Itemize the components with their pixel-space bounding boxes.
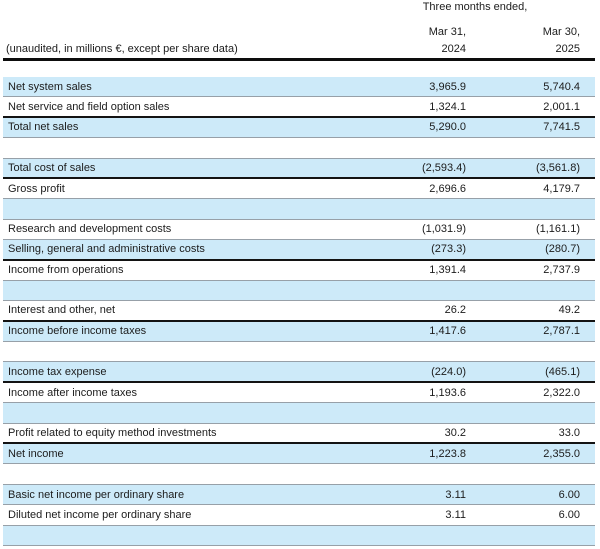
value-2024: 1,193.6 (429, 386, 466, 399)
statement-row: Net service and field option sales 1,324.… (3, 97, 595, 118)
value-2025: 2,355.0 (543, 447, 580, 460)
spacer-row (3, 342, 595, 363)
row-label: Selling, general and administrative cost… (8, 243, 205, 256)
row-label: Diluted net income per ordinary share (8, 508, 192, 521)
value-2025: 4,179.7 (543, 182, 580, 195)
value-2024: 1,391.4 (429, 264, 466, 277)
statement-row: Research and development costs (1,031.9) (… (3, 219, 595, 241)
row-label: Total cost of sales (8, 161, 96, 174)
value-2025: 2,787.1 (543, 325, 580, 338)
value-2025: (3,561.8) (535, 161, 580, 174)
row-label: Income after income taxes (8, 386, 138, 399)
value-2025: 5,740.4 (543, 80, 580, 93)
value-2024: 30.2 (444, 426, 466, 439)
value-2024: (224.0) (431, 365, 466, 378)
row-label: Income from operations (8, 264, 124, 277)
row-label: Interest and other, net (8, 304, 116, 317)
value-2024: (1,031.9) (421, 223, 466, 236)
value-2024: 5,290.0 (429, 121, 466, 134)
col-2024-year-label: 2024 (441, 43, 466, 55)
value-2024: 2,696.6 (429, 182, 466, 195)
spacer-row (3, 199, 595, 220)
col-2025-month-label: Mar 30, (542, 26, 580, 38)
value-2025: 49.2 (558, 304, 580, 317)
row-label: Net service and field option sales (8, 100, 170, 113)
statement-row: Interest and other, net 26.2 49.2 (3, 301, 595, 322)
spacer-row (3, 525, 595, 546)
value-2024: 3.11 (445, 488, 466, 501)
spacer-row (3, 138, 595, 159)
row-label: Profit related to equity method investme… (8, 426, 217, 439)
value-2024: (273.3) (431, 243, 466, 256)
value-2024: 1,417.6 (429, 325, 466, 338)
statement-row: Total cost of sales (2,593.4) (3,561.8) (3, 158, 595, 179)
period-heading: Three months ended, (422, 1, 528, 13)
statement-row: Profit related to equity method investme… (3, 423, 595, 445)
value-2025: 7,741.5 (543, 121, 580, 134)
col-2025-year-label: 2025 (555, 43, 580, 55)
value-2024: (2,593.4) (421, 161, 466, 174)
statement-row: Income before income taxes 1,417.6 2,787.1 (3, 321, 595, 343)
row-label: Gross profit (8, 182, 65, 195)
value-2024: 3.11 (445, 508, 466, 521)
value-2024: 1,223.8 (429, 447, 466, 460)
statement-row: Basic net income per ordinary share 3.11 6… (3, 484, 595, 506)
statement-row: Gross profit 2,696.6 4,179.7 (3, 178, 595, 200)
statement-row: Selling, general and administrative cost… (3, 240, 595, 261)
row-label: Net system sales (8, 80, 92, 93)
header-years-row: (unaudited, in millions €, except per sh… (3, 38, 595, 58)
value-2025: 2,322.0 (543, 386, 580, 399)
statement-row: Net income 1,223.8 2,355.0 (3, 444, 595, 465)
spacer-row (3, 280, 595, 302)
statement-row: Income tax expense (224.0) (465.1) (3, 362, 595, 383)
statement-row: Net system sales 3,965.9 5,740.4 (3, 77, 595, 98)
value-2024: 1,324.1 (429, 100, 466, 113)
units-caption: (unaudited, in millions €, except per sh… (6, 43, 238, 55)
value-2024: 3,965.9 (429, 80, 466, 93)
row-label: Research and development costs (8, 223, 172, 236)
row-label: Income before income taxes (8, 325, 147, 338)
value-2025: (280.7) (545, 243, 580, 256)
col-2024-month-label: Mar 31, (428, 26, 466, 38)
statement-row: Total net sales 5,290.0 7,741.5 (3, 117, 595, 139)
row-label: Basic net income per ordinary share (8, 488, 185, 501)
statement-body: Net system sales 3,965.9 5,740.4 Net servic… (3, 77, 595, 546)
statement-row: Income after income taxes 1,193.6 2,322.0 (3, 382, 595, 404)
row-label: Income tax expense (8, 365, 107, 378)
row-label: Total net sales (8, 121, 79, 134)
row-label: Net income (8, 447, 64, 460)
value-2025: 6.00 (558, 508, 580, 521)
value-2024: 26.2 (444, 304, 466, 317)
statement-row: Income from operations 1,391.4 2,737.9 (3, 260, 595, 281)
statement-header: Three months ended, Mar 31, Mar 30, (una… (3, 0, 595, 61)
value-2025: 6.00 (558, 488, 580, 501)
value-2025: 33.0 (558, 426, 580, 439)
value-2025: (1,161.1) (535, 223, 580, 236)
statement-row: Diluted net income per ordinary share 3.1… (3, 505, 595, 526)
income-statement: Three months ended, Mar 31, Mar 30, (una… (3, 0, 595, 546)
header-months-row: Mar 31, Mar 30, (3, 21, 595, 38)
value-2025: 2,001.1 (543, 100, 580, 113)
spacer-row (3, 403, 595, 424)
value-2025: (465.1) (545, 365, 580, 378)
value-2025: 2,737.9 (543, 264, 580, 277)
spacer-row (3, 464, 595, 485)
